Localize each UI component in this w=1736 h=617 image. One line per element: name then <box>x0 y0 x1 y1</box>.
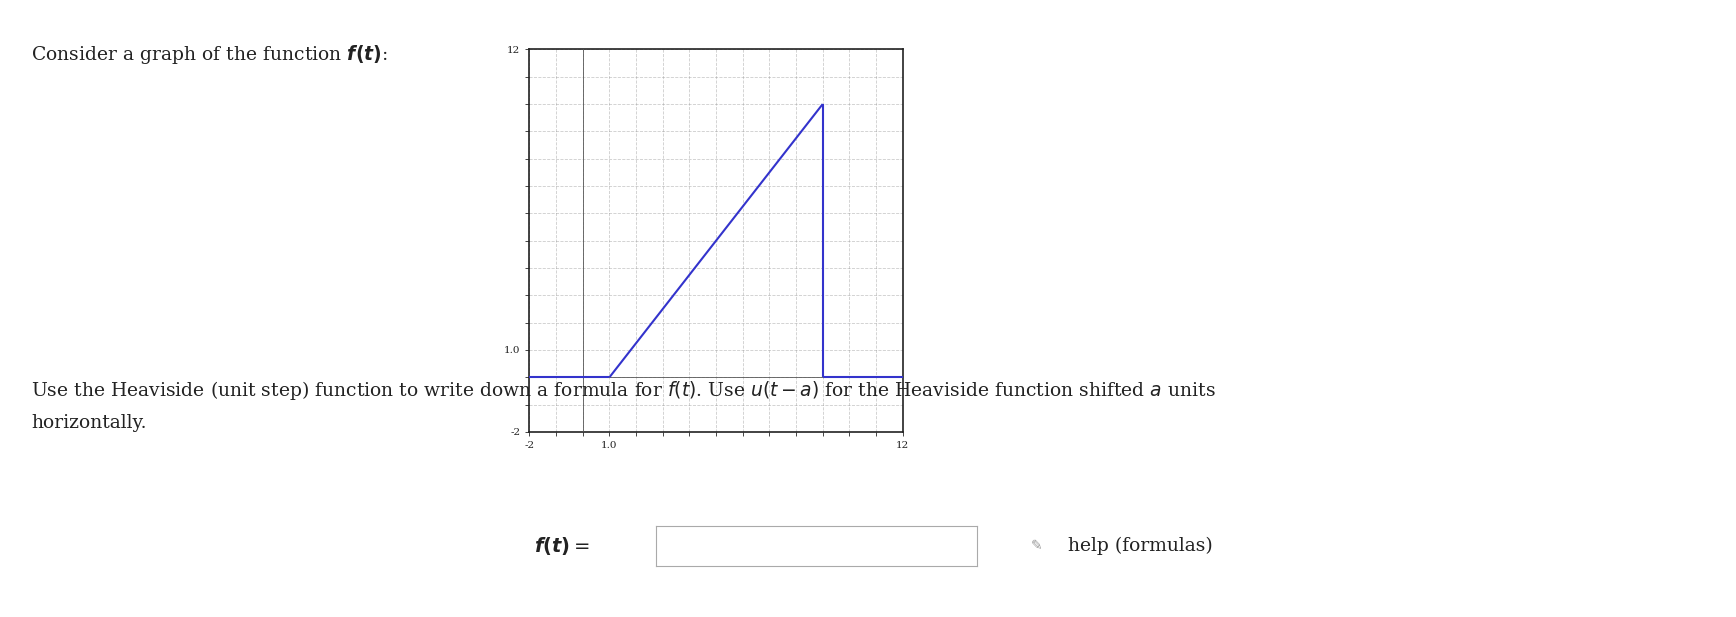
Text: help (formulas): help (formulas) <box>1068 537 1212 555</box>
Text: Use the Heaviside (unit step) function to write down a formula for $f(t)$. Use $: Use the Heaviside (unit step) function t… <box>31 379 1215 432</box>
Text: Consider a graph of the function $\boldsymbol{f(t)}$:: Consider a graph of the function $\bolds… <box>31 43 387 66</box>
Text: $\boldsymbol{f(t)} = $: $\boldsymbol{f(t)} = $ <box>535 535 590 557</box>
Text: ✎: ✎ <box>1031 539 1042 553</box>
